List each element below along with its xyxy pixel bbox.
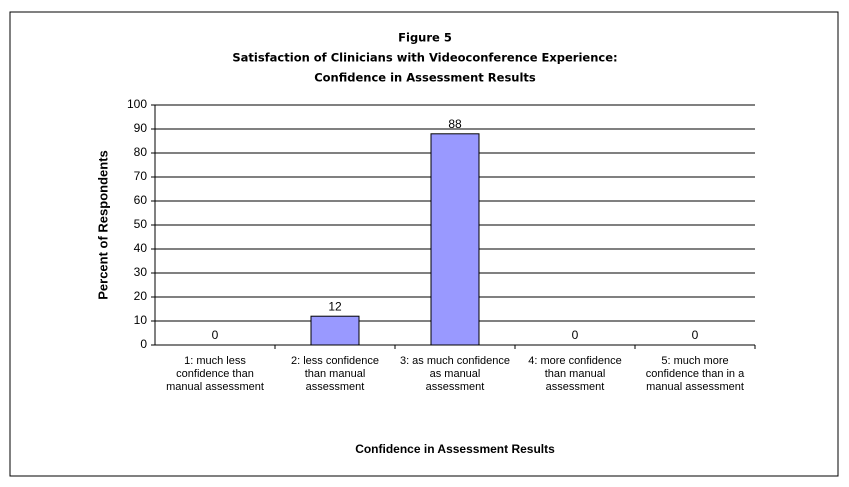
y-tick-label: 60 [134, 193, 148, 207]
chart-subtitle: Confidence in Assessment Results [314, 71, 536, 85]
data-label: 88 [448, 117, 462, 131]
data-label: 12 [328, 299, 342, 313]
y-tick-label: 70 [134, 169, 148, 183]
bar [430, 133, 480, 346]
chart-frame [9, 11, 839, 477]
y-tick-label: 20 [134, 289, 148, 303]
data-label: 0 [692, 328, 699, 342]
y-tick-label: 80 [134, 145, 148, 159]
x-tick-label: 5: much more confidence than in a manual… [645, 355, 745, 393]
y-tick-label: 50 [134, 217, 148, 231]
y-tick-label: 100 [127, 97, 147, 111]
chart-subtitle: Satisfaction of Clinicians with Videocon… [232, 51, 617, 65]
x-tick-label: 3: as much confidence as manual assessme… [399, 355, 511, 393]
data-label: 0 [212, 328, 219, 342]
chart-title: Figure 5 [398, 31, 452, 45]
x-tick-label: 2: less confidence than manual assessmen… [290, 355, 380, 393]
x-tick-label: 4: more confidence than manual assessmen… [528, 355, 622, 393]
y-tick-label: 90 [134, 121, 148, 135]
x-axis-label: Confidence in Assessment Results [355, 442, 555, 456]
y-tick-label: 0 [140, 337, 147, 351]
y-tick-label: 30 [134, 265, 148, 279]
x-tick-label: 1: much less confidence than manual asse… [166, 355, 264, 393]
y-tick-label: 10 [134, 313, 148, 327]
y-tick-label: 40 [134, 241, 148, 255]
y-axis-label: Percent of Respondents [95, 150, 110, 300]
bar [310, 315, 360, 346]
data-label: 0 [572, 328, 579, 342]
